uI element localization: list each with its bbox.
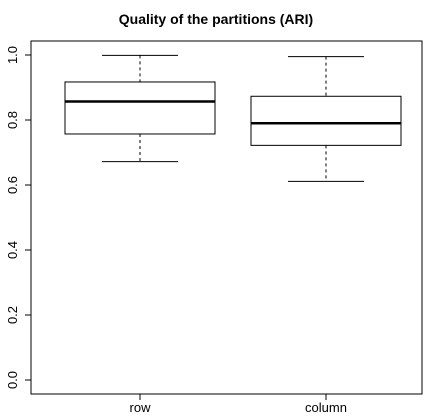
y-tick-label: 0.6 [5, 176, 20, 194]
chart-title: Quality of the partitions (ARI) [119, 11, 313, 27]
boxplot-series [64, 54, 402, 182]
box-row [64, 54, 216, 163]
y-tick-label: 0.8 [5, 111, 20, 129]
y-tick-label: 0.0 [5, 371, 20, 389]
x-tick-label: column [305, 400, 347, 415]
y-tick-label: 1.0 [5, 46, 20, 64]
x-tick-label: row [130, 400, 152, 415]
iqr-box [250, 95, 402, 146]
y-tick-label: 0.4 [5, 241, 20, 259]
plot-frame [30, 40, 423, 395]
y-tick-label: 0.2 [5, 306, 20, 324]
iqr-box [64, 81, 216, 135]
y-axis: 0.0 0.2 0.4 0.6 0.8 1.0 [5, 46, 31, 389]
box-column [250, 56, 402, 182]
x-axis: row column [130, 394, 347, 415]
